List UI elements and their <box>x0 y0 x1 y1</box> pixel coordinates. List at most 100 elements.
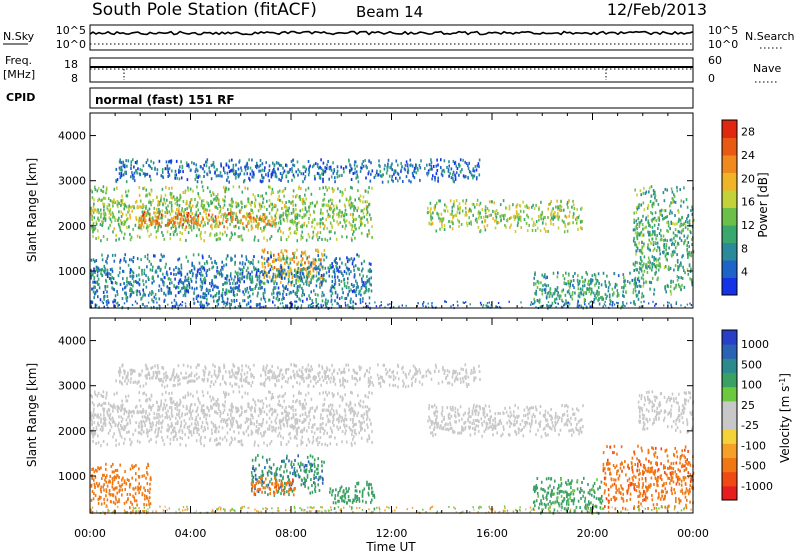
power-cell-4-183 <box>466 223 469 227</box>
power-cell-4-172 <box>510 216 512 220</box>
power-cell-0-1033 <box>361 222 363 226</box>
power-cell-0-559 <box>279 219 282 223</box>
power-cell-1-188 <box>247 221 250 225</box>
power-cell-4-168 <box>459 206 462 210</box>
power-cell-3-1409 <box>370 276 372 280</box>
power-cell-5-243 <box>587 279 590 283</box>
power-cell-0-985 <box>232 200 234 204</box>
power-cell-2-110 <box>308 261 310 265</box>
power-cell-3-161 <box>102 290 105 294</box>
power-cell-4-251 <box>428 221 430 225</box>
power-cell-6-147 <box>634 264 636 267</box>
power-cell-3-374 <box>215 262 218 265</box>
power-cell-0-403 <box>187 186 189 190</box>
power-cell-5-90 <box>600 283 603 287</box>
power-cell-7-546 <box>246 167 249 170</box>
power-cell-2-203 <box>297 260 300 264</box>
power-cell-7-246 <box>287 171 290 175</box>
power-cell-3-1018 <box>355 286 358 290</box>
power-cell-3-1024 <box>142 294 144 298</box>
power-cell-3-1400 <box>349 299 352 303</box>
power-cell-6-290 <box>659 209 661 213</box>
power-cell-0-1432 <box>297 213 299 217</box>
power-cell-4-140 <box>474 205 476 209</box>
power-cell-0-943 <box>261 216 264 220</box>
power-cell-6-623 <box>686 205 689 209</box>
power-cell-0-483 <box>110 213 112 217</box>
power-cell-0-604 <box>150 203 152 207</box>
power-cell-3-974 <box>278 297 281 301</box>
power-cell-7-170 <box>179 169 182 173</box>
power-noise-72 <box>530 301 533 304</box>
power-cell-0-1253 <box>348 203 351 207</box>
power-cell-7-708 <box>174 173 176 177</box>
power-cell-0-435 <box>245 204 248 208</box>
power-cell-0-806 <box>171 196 174 200</box>
power-cell-0-785 <box>168 210 171 214</box>
power-cell-1-137 <box>192 218 195 222</box>
power-cell-7-773 <box>231 168 233 172</box>
velocity-cell-0-59 <box>184 433 186 437</box>
power-cell-3-431 <box>114 253 117 257</box>
power-cell-0-29 <box>353 218 355 222</box>
power-cell-3-1118 <box>151 290 153 293</box>
power-cell-0-1372 <box>278 226 281 230</box>
power-cell-0-2 <box>252 193 254 197</box>
power-cell-4-132 <box>571 205 573 209</box>
power-cell-0-109 <box>285 213 287 217</box>
power-cell-0-908 <box>292 200 294 204</box>
power-cell-7-371 <box>168 160 170 164</box>
power-cell-3-260 <box>93 292 96 296</box>
power-cell-3-1275 <box>115 281 118 285</box>
power-cell-4-206 <box>512 203 514 207</box>
power-cell-0-1309 <box>186 220 189 224</box>
power-cell-0-1060 <box>275 222 277 225</box>
power-cell-3-888 <box>151 276 154 280</box>
power-cell-0-118 <box>296 239 299 243</box>
power-cell-7-287 <box>437 163 439 167</box>
power-cell-5-281 <box>638 284 641 288</box>
power-cell-6-246 <box>658 218 661 222</box>
power-cell-3-681 <box>346 260 349 264</box>
power-cell-0-296 <box>90 212 93 216</box>
velocity-cell-0-368 <box>322 417 324 420</box>
power-cell-0-138 <box>113 198 115 202</box>
power-cell-0-735 <box>139 235 141 239</box>
power-cell-3-982 <box>166 273 169 277</box>
velocity-cell-0-361 <box>119 433 122 437</box>
power-cell-7-324 <box>413 169 415 173</box>
power-cell-5-221 <box>598 292 600 296</box>
power-cell-1-34 <box>234 218 237 221</box>
power-cell-2-190 <box>287 272 290 276</box>
power-cell-7-788 <box>303 177 306 181</box>
power-cell-1-9 <box>250 220 253 224</box>
power-cell-0-687 <box>195 234 198 238</box>
power-cell-0-803 <box>300 237 302 241</box>
power-cell-3-391 <box>320 274 323 277</box>
power-cell-3-1299 <box>101 253 103 257</box>
power-cell-1-35 <box>242 222 244 226</box>
power-cell-3-1065 <box>328 269 330 273</box>
power-cell-7-414 <box>248 158 250 162</box>
power-cell-0-821 <box>301 236 304 240</box>
power-cell-0-319 <box>164 201 167 205</box>
power-cell-7-99 <box>324 169 327 173</box>
power-noise-117 <box>633 302 635 305</box>
power-cell-6-619 <box>687 272 690 276</box>
power-cell-0-1284 <box>266 238 268 242</box>
velocity-cell-0-1 <box>285 416 287 420</box>
power-cell-3-1226 <box>271 292 273 296</box>
velocity-cell-0-69 <box>127 394 130 398</box>
power-cell-1-190 <box>210 225 213 228</box>
power-cell-0-370 <box>324 224 326 228</box>
power-cell-7-408 <box>131 174 134 177</box>
power-noise-178 <box>115 302 117 305</box>
power-noise-127 <box>626 302 628 305</box>
velocity-cell-0-277 <box>280 426 282 430</box>
power-cell-7-625 <box>275 161 278 165</box>
power-cell-6-218 <box>678 285 681 288</box>
power-cell-0-332 <box>156 207 158 211</box>
power-noise-187 <box>196 300 199 303</box>
power-cell-2-195 <box>313 261 315 265</box>
